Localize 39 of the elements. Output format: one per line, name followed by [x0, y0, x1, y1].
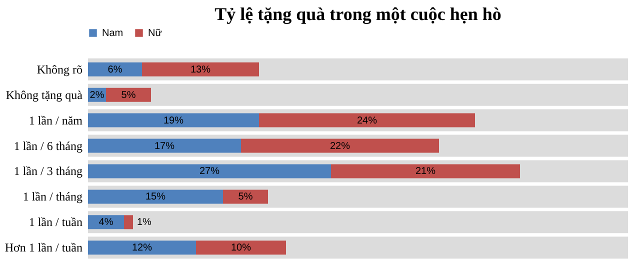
bar — [223, 190, 268, 204]
data-label: 24% — [356, 115, 378, 126]
y-tick-label: Không tặng quà — [6, 88, 84, 102]
data-label: 19% — [163, 115, 184, 126]
y-tick-label: 1 lần / 3 tháng — [14, 164, 82, 178]
data-label: 5% — [238, 192, 253, 203]
legend-label: Nam — [102, 28, 124, 39]
data-label: 17% — [154, 140, 175, 152]
chart-title: Tỷ lệ tặng quà trong một cuộc hẹn hò — [214, 4, 502, 24]
y-tick-label: 1 lần / tháng — [22, 190, 82, 204]
y-tick-label: 1 lần / năm — [28, 113, 84, 128]
data-label: 27% — [199, 166, 220, 178]
y-tick-label: Không rõ — [36, 62, 82, 76]
bar — [88, 138, 241, 153]
legend-label: Nữ — [148, 28, 162, 39]
data-label: 2% — [90, 90, 104, 101]
data-label: 12% — [132, 242, 152, 254]
y-tick-label: 1 lần / tuần — [28, 215, 82, 230]
data-label: 5% — [121, 90, 136, 101]
data-label: 4% — [98, 217, 114, 228]
data-label: 1% — [137, 217, 152, 228]
bar — [142, 62, 259, 76]
bar — [196, 240, 286, 255]
data-label: 21% — [415, 166, 436, 178]
bar — [331, 164, 520, 178]
y-tick-label: 1 lần / 6 tháng — [14, 138, 82, 153]
bar — [241, 138, 439, 153]
bar — [88, 240, 196, 255]
data-label: 13% — [190, 64, 211, 76]
bar — [88, 190, 223, 204]
data-label: 15% — [145, 192, 166, 203]
bar — [124, 215, 133, 230]
data-label: 6% — [108, 64, 122, 76]
data-label: 10% — [230, 242, 252, 254]
y-tick-label: Hơn 1 lần / tuần — [4, 240, 82, 255]
bar — [88, 164, 331, 178]
bar — [88, 62, 142, 76]
data-label: 22% — [330, 140, 350, 152]
bar — [106, 88, 151, 102]
